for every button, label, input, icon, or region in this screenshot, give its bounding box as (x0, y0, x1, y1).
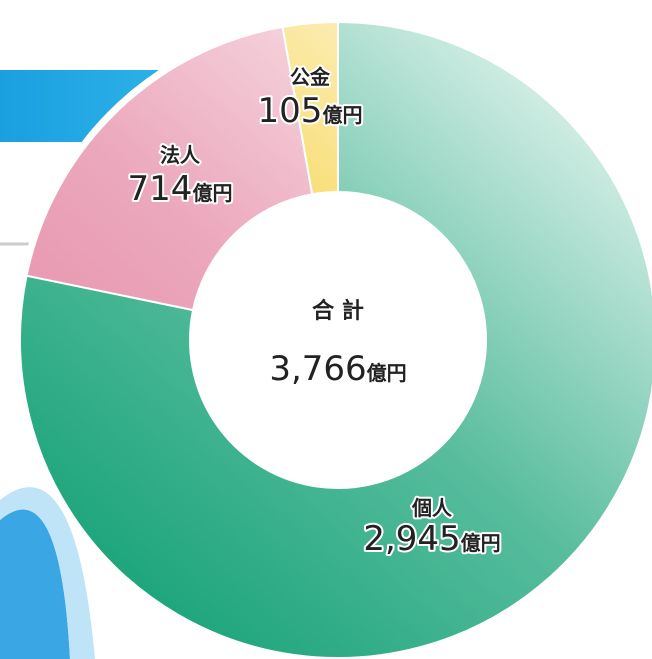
value-number: 714 (128, 169, 193, 209)
unit: 億円 (367, 361, 407, 385)
decor-arc (0, 487, 95, 659)
value-label: 2,945億円 (363, 519, 500, 559)
decor-arc (0, 509, 70, 659)
total-label: 3,766 (269, 349, 366, 389)
unit: 億円 (192, 181, 232, 205)
shine (20, 22, 652, 658)
value-number: 2,945 (363, 519, 460, 559)
center-total: 3,766億円 (269, 349, 406, 389)
value-label: 105億円 (258, 91, 363, 131)
value-number: 105 (258, 91, 323, 131)
slice-name: 公金 (290, 65, 331, 89)
unit: 億円 (322, 103, 362, 127)
slice-name: 個人 (411, 496, 453, 520)
center-title: 合 計 (312, 298, 364, 324)
donut-hole (190, 192, 486, 488)
unit: 億円 (461, 531, 501, 555)
slice-name: 法人 (160, 143, 201, 167)
value-label: 714億円 (128, 169, 233, 209)
